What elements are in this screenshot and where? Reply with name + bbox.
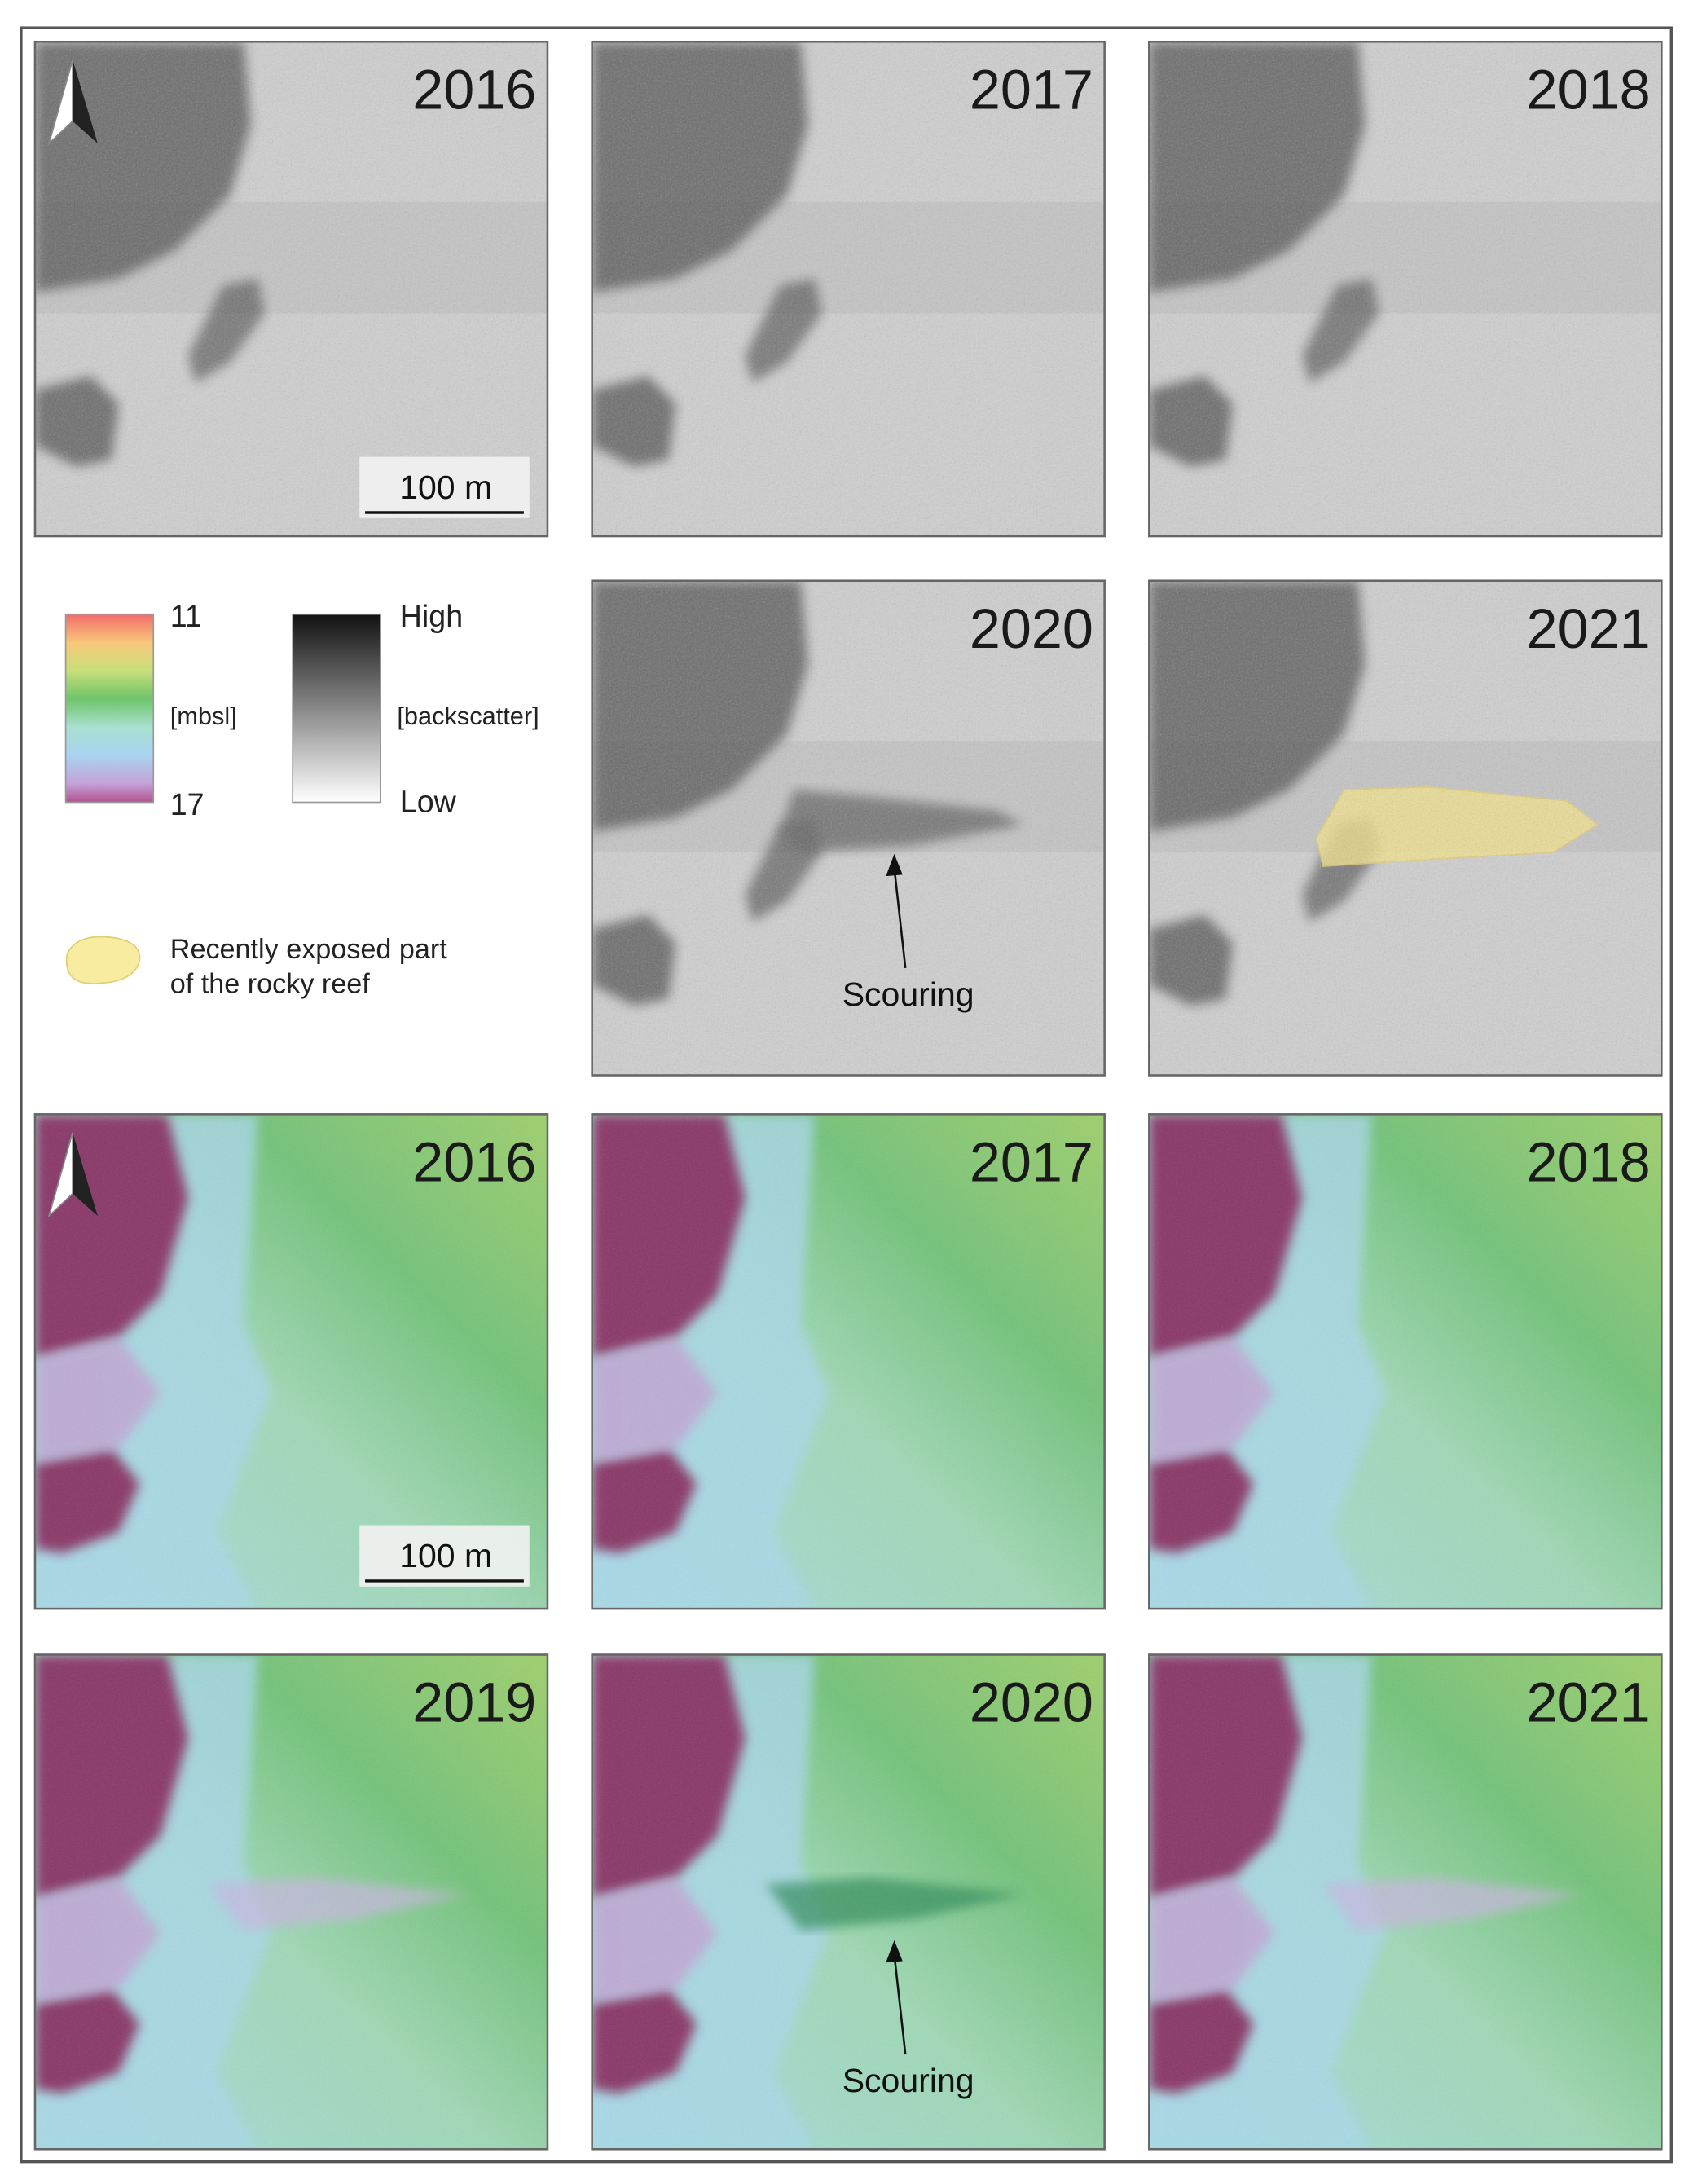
arrow-head (886, 1940, 903, 1963)
legend-bs-top: High (400, 599, 463, 633)
panel-year: 2021 (1527, 598, 1651, 660)
panel-year: 2020 (970, 598, 1093, 660)
annotation-arrow (893, 1953, 907, 2055)
noise (592, 1654, 1105, 2150)
panel-border (33, 1113, 549, 1610)
noise (1149, 580, 1662, 1076)
panel-year: 2016 (412, 59, 536, 121)
map-panel (1149, 1654, 1662, 2150)
legend-depth-bottom: 17 (170, 787, 205, 821)
noise (34, 1654, 548, 2150)
noise (592, 1114, 1105, 1609)
panel-border (591, 40, 1106, 538)
panel-year: 2017 (970, 1131, 1093, 1193)
legend-depth-top: 11 (170, 599, 202, 633)
scale-label: 100 m (399, 469, 492, 506)
legend-reef-line1: Recently exposed part (170, 934, 448, 965)
noise (1149, 42, 1662, 537)
panel-border (33, 1653, 549, 2151)
annotation: Scouring (842, 975, 974, 1013)
map-panel (592, 42, 1105, 537)
scale-label: 100 m (399, 1537, 492, 1574)
noise (592, 42, 1105, 537)
legend: 11 [mbsl] 17 High [backscatter] Low Rece… (64, 599, 539, 1000)
annotation: Scouring (842, 2062, 974, 2099)
legend-bs-unit: [backscatter] (397, 702, 539, 730)
noise (1149, 1114, 1662, 1609)
panel-border (1148, 40, 1663, 538)
panel-border (1148, 1113, 1663, 1610)
panel-year: 2018 (1527, 59, 1651, 121)
panel-border (591, 1113, 1106, 1610)
legend-bs-bottom: Low (400, 784, 457, 818)
legend-depth-unit: [mbsl] (170, 702, 237, 730)
panel-border (1148, 1653, 1663, 2151)
map-panel (34, 1654, 548, 2150)
noise (34, 42, 548, 537)
map-panel (592, 1114, 1105, 1609)
scale-box (359, 456, 530, 518)
panel-border (591, 579, 1106, 1077)
panel-border (1148, 579, 1663, 1077)
panel-border (33, 40, 549, 538)
panel-year: 2020 (970, 1672, 1093, 1734)
panel-year: 2016 (412, 1131, 536, 1193)
reef-swatch (65, 936, 141, 984)
panel-border (591, 1653, 1106, 2151)
map-panel (34, 42, 548, 537)
map-panel (1149, 42, 1662, 537)
annotation-arrow (893, 867, 907, 969)
panel-year: 2021 (1527, 1672, 1651, 1734)
panel-year: 2019 (412, 1672, 536, 1734)
noise (592, 580, 1105, 1076)
map-panel (1149, 1114, 1662, 1609)
noise (1149, 1654, 1662, 2150)
map-panel (1149, 580, 1662, 1076)
panel-year: 2017 (970, 59, 1093, 121)
backscatter-colorbar (292, 613, 381, 804)
legend-reef-line2: of the rocky reef (170, 969, 371, 1000)
scale-box (359, 1525, 530, 1587)
panel-year: 2018 (1527, 1131, 1651, 1193)
arrow-head (886, 853, 903, 877)
frame (20, 26, 1673, 2164)
map-panel (592, 580, 1105, 1076)
map-panel (592, 1654, 1105, 2150)
depth-colorbar (64, 613, 155, 804)
